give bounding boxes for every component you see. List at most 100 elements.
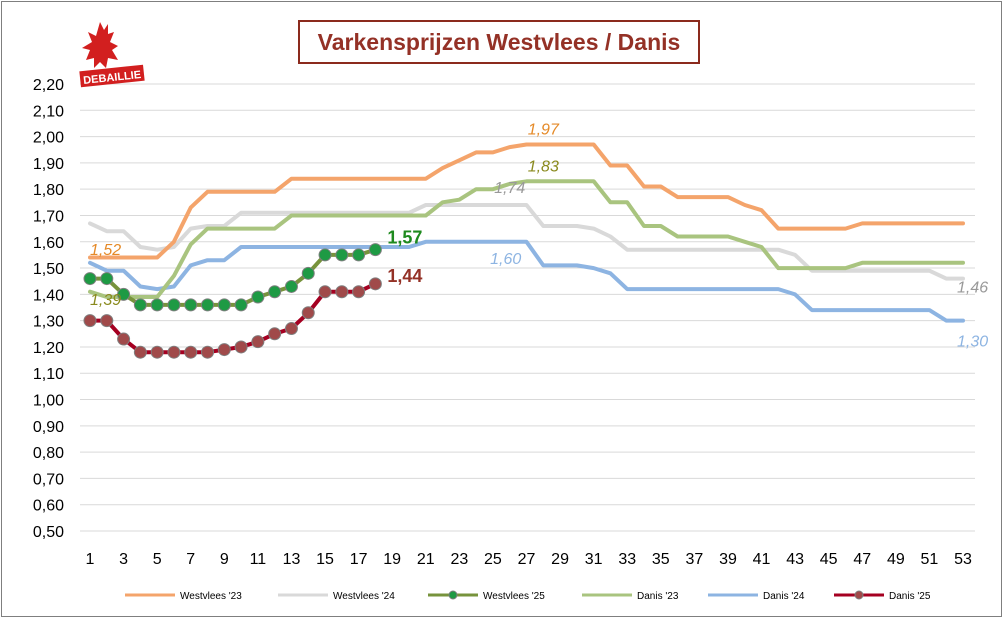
legend-label: Westvlees '25 xyxy=(483,591,545,602)
x-tick-label: 41 xyxy=(753,551,771,568)
series-point xyxy=(133,345,147,359)
legend-item: Westvlees '25 xyxy=(428,590,545,602)
legend-marker xyxy=(854,590,864,600)
x-tick-label: 15 xyxy=(316,551,334,568)
y-tick-label: 1,40 xyxy=(33,287,64,304)
series-line-1 xyxy=(88,203,965,281)
y-tick-label: 2,10 xyxy=(33,103,64,120)
series-line-4 xyxy=(88,239,965,323)
y-tick-label: 1,60 xyxy=(33,235,64,252)
series-point xyxy=(284,322,298,336)
x-tick-label: 27 xyxy=(518,551,536,568)
series-point xyxy=(234,340,248,354)
legend-item: Westvlees '23 xyxy=(125,591,242,602)
series-point xyxy=(301,266,315,280)
x-tick-label: 33 xyxy=(618,551,636,568)
series-point xyxy=(133,298,147,312)
logo-icon: DEBAILLIE xyxy=(79,22,145,88)
data-label: 1,60 xyxy=(490,251,521,268)
series-point xyxy=(167,345,181,359)
chart-title: Varkensprijzen Westvlees / Danis xyxy=(317,28,681,55)
x-tick-label: 19 xyxy=(383,551,401,568)
logo-banner xyxy=(79,64,145,88)
chart-title-box: Varkensprijzen Westvlees / Danis xyxy=(298,20,700,64)
data-label: 1,74 xyxy=(494,180,525,197)
legend-marker xyxy=(448,590,458,600)
x-tick-label: 3 xyxy=(119,551,128,568)
series-point xyxy=(368,277,382,291)
legend-item: Danis '25 xyxy=(834,590,931,602)
x-tick-label: 1 xyxy=(86,551,95,568)
series-point xyxy=(201,298,215,312)
series-point xyxy=(335,248,349,262)
series-point xyxy=(184,298,198,312)
data-label: 1,83 xyxy=(528,158,559,175)
series-point xyxy=(150,345,164,359)
y-tick-label: 1,30 xyxy=(33,314,64,331)
series-point xyxy=(150,298,164,312)
x-tick-label: 51 xyxy=(921,551,939,568)
data-label: 1,52 xyxy=(90,242,121,259)
series-point xyxy=(100,272,114,286)
series-point xyxy=(335,285,349,299)
x-tick-label: 31 xyxy=(585,551,603,568)
x-tick-label: 49 xyxy=(887,551,905,568)
series-point xyxy=(217,298,231,312)
series-point xyxy=(217,343,231,357)
series-point xyxy=(251,290,265,304)
series-point xyxy=(318,285,332,299)
series-point xyxy=(100,314,114,328)
y-tick-label: 0,80 xyxy=(33,445,64,462)
legend-label: Danis '25 xyxy=(889,591,931,602)
series-point xyxy=(352,248,366,262)
y-tick-label: 0,70 xyxy=(33,471,64,488)
y-tick-label: 1,90 xyxy=(33,156,64,173)
data-label: 1,39 xyxy=(90,292,121,309)
series-line-3 xyxy=(88,179,965,299)
data-label: 1,44 xyxy=(387,266,422,286)
series-point xyxy=(201,345,215,359)
y-tick-label: 1,00 xyxy=(33,393,64,410)
series-point xyxy=(268,285,282,299)
x-tick-label: 5 xyxy=(153,551,162,568)
x-tick-label: 43 xyxy=(786,551,804,568)
x-tick-label: 9 xyxy=(220,551,229,568)
x-tick-label: 17 xyxy=(350,551,368,568)
series-point xyxy=(352,285,366,299)
x-tick-label: 37 xyxy=(685,551,703,568)
series-point xyxy=(268,327,282,341)
series-point xyxy=(318,248,332,262)
logo-rooster xyxy=(82,22,118,68)
y-tick-label: 2,20 xyxy=(33,77,64,94)
y-tick-label: 0,50 xyxy=(33,524,64,541)
series-point xyxy=(83,272,97,286)
data-label: 1,30 xyxy=(957,334,988,351)
y-tick-label: 2,00 xyxy=(33,130,64,147)
series-point xyxy=(117,332,131,346)
x-tick-label: 21 xyxy=(417,551,435,568)
series-point xyxy=(117,287,131,301)
y-tick-label: 1,20 xyxy=(33,340,64,357)
x-tick-label: 39 xyxy=(719,551,737,568)
series-line-0 xyxy=(88,142,965,260)
legend-label: Westvlees '23 xyxy=(180,591,242,602)
series-point xyxy=(167,298,181,312)
data-label: 1,46 xyxy=(957,280,988,297)
x-tick-label: 25 xyxy=(484,551,502,568)
series-point xyxy=(234,298,248,312)
x-tick-label: 13 xyxy=(283,551,301,568)
y-tick-label: 1,70 xyxy=(33,208,64,225)
x-tick-label: 11 xyxy=(250,551,267,568)
series-point xyxy=(184,345,198,359)
x-tick-label: 53 xyxy=(954,551,972,568)
legend-label: Danis '23 xyxy=(637,591,679,602)
series-point xyxy=(83,314,97,328)
x-tick-label: 7 xyxy=(186,551,195,568)
x-tick-label: 29 xyxy=(551,551,569,568)
legend-label: Danis '24 xyxy=(763,591,805,602)
legend-item: Westvlees '24 xyxy=(278,591,395,602)
x-tick-label: 23 xyxy=(450,551,468,568)
y-tick-label: 0,60 xyxy=(33,498,64,515)
legend-label: Westvlees '24 xyxy=(333,591,395,602)
